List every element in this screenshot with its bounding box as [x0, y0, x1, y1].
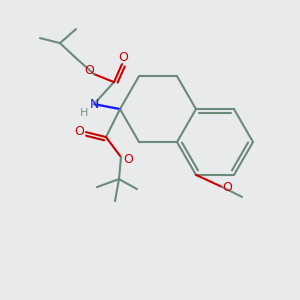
Text: H: H — [80, 108, 88, 118]
Text: N: N — [89, 98, 99, 111]
Text: O: O — [222, 182, 232, 194]
Text: O: O — [84, 64, 94, 76]
Text: O: O — [123, 153, 133, 166]
Text: O: O — [118, 51, 128, 64]
Text: O: O — [74, 124, 84, 138]
